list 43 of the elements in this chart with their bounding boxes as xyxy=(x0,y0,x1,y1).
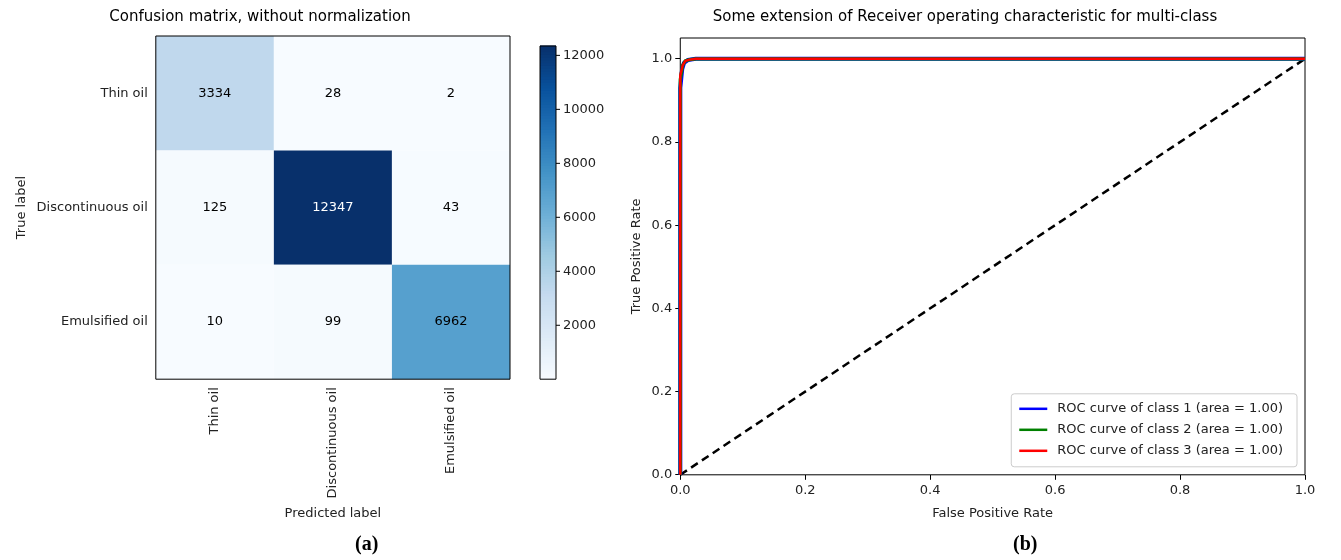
y-tick-label: 0.8 xyxy=(651,133,673,149)
y-tick-label: 0.0 xyxy=(651,466,673,482)
x-tick-label: Emulsified oil xyxy=(442,387,458,475)
legend-label: ROC curve of class 3 (area = 1.00) xyxy=(1057,442,1284,458)
y-tick-label: 0.4 xyxy=(651,299,673,315)
legend-label: ROC curve of class 1 (area = 1.00) xyxy=(1057,400,1284,416)
data-label: 10 xyxy=(206,313,224,329)
data-label: 99 xyxy=(324,313,342,329)
data-label: 12347 xyxy=(312,198,354,214)
y-axis-title: True Positive Rate xyxy=(628,198,644,316)
text: (b) xyxy=(1013,532,1038,555)
data-label: 3334 xyxy=(198,84,232,100)
color-bar-label: 12000 xyxy=(563,46,605,62)
color-bar-label: 10000 xyxy=(563,100,605,116)
y-tick-label: 1.0 xyxy=(651,50,673,66)
legend-label: ROC curve of class 2 (area = 1.00) xyxy=(1057,421,1284,437)
y-tick-label: Emulsified oil xyxy=(60,313,148,329)
chart-title: Confusion matrix, without normalization xyxy=(109,6,411,25)
color-bar-label: 8000 xyxy=(563,154,597,170)
x-tick-label: 0.4 xyxy=(919,481,941,497)
color-bar-label: 4000 xyxy=(563,262,597,278)
text: (a) xyxy=(355,532,379,555)
y-tick-label: Thin oil xyxy=(99,84,148,100)
x-tick-label: 0.8 xyxy=(1169,481,1191,497)
color-bar-label: 2000 xyxy=(563,316,597,332)
data-label: 125 xyxy=(202,198,228,214)
data-label: 2 xyxy=(446,84,456,100)
x-tick-label: 0.6 xyxy=(1044,481,1066,497)
data-label: 6962 xyxy=(434,313,468,329)
x-tick-label: 0.0 xyxy=(669,481,691,497)
color-bar-label: 6000 xyxy=(563,208,597,224)
y-tick-label: Discontinuous oil xyxy=(36,198,148,214)
y-axis-title: True label xyxy=(13,176,29,241)
data-label: 43 xyxy=(442,198,460,214)
x-axis-title: Predicted label xyxy=(284,504,382,520)
data-label: 28 xyxy=(324,84,342,100)
x-tick-label: 1.0 xyxy=(1294,481,1316,497)
x-tick-label: Thin oil xyxy=(206,387,222,436)
y-tick-label: 0.6 xyxy=(651,216,673,232)
chart-title: Some extension of Receiver operating characteristic for multi-class xyxy=(712,6,1218,25)
x-axis-title: False Positive Rate xyxy=(932,504,1054,520)
x-tick-label: Discontinuous oil xyxy=(324,387,340,499)
x-tick-label: 0.2 xyxy=(794,481,816,497)
